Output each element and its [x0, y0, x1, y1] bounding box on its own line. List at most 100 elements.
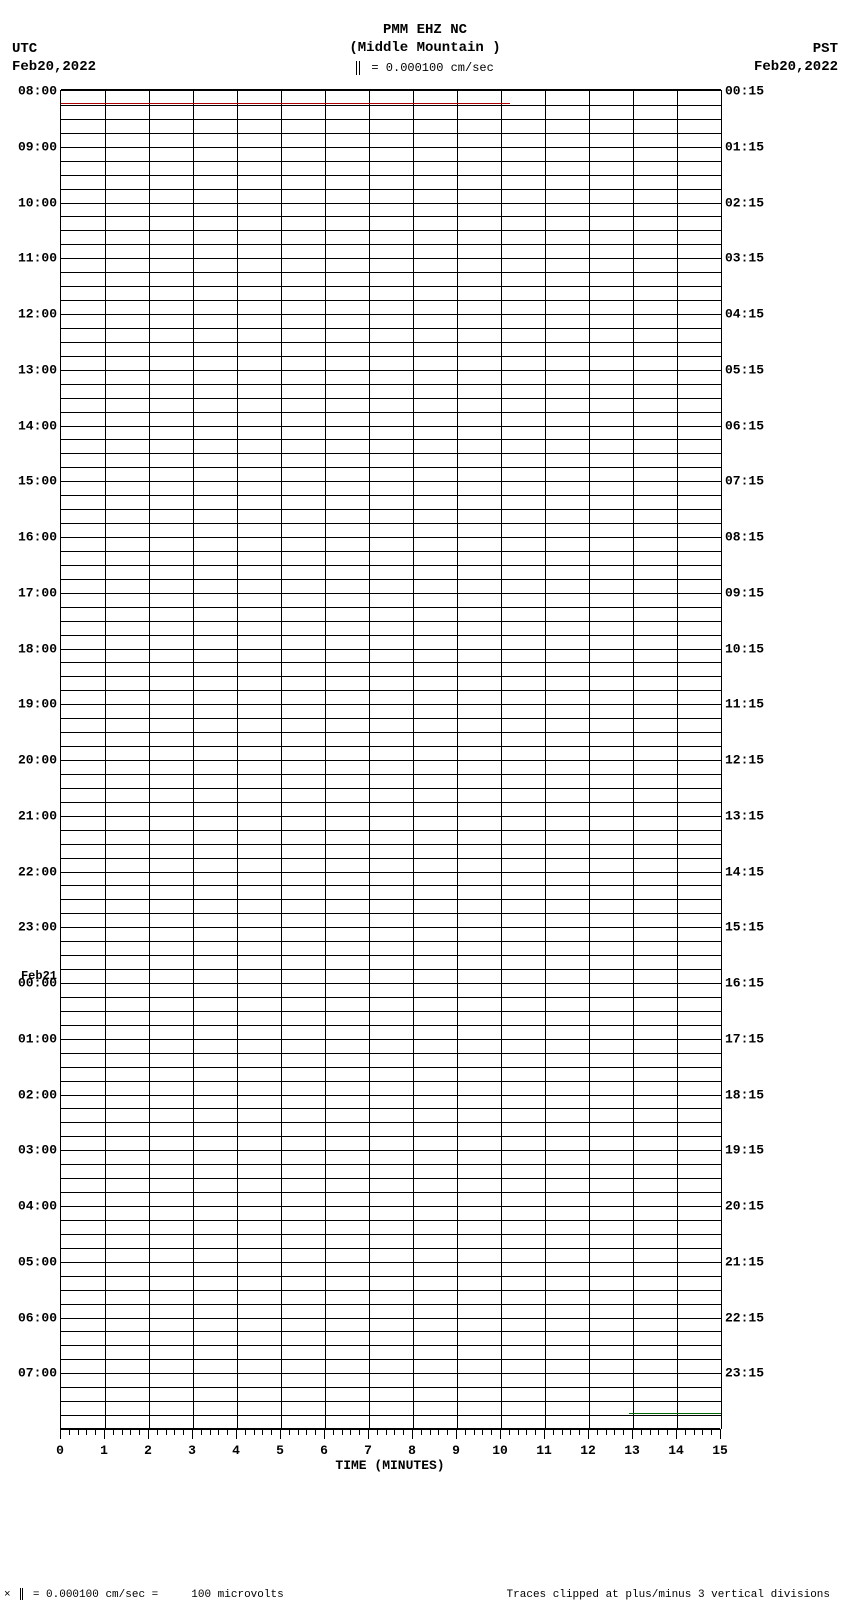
seismic-trace [61, 89, 721, 93]
x-major-tick [192, 1429, 193, 1439]
utc-label: 23:00 [11, 920, 57, 935]
grid-row [61, 1248, 721, 1249]
grid-row [61, 955, 721, 956]
grid-row [61, 147, 721, 148]
x-major-tick [500, 1429, 501, 1439]
grid-col [369, 91, 370, 1429]
grid-row [61, 1415, 721, 1416]
x-minor-tick [641, 1429, 642, 1435]
station-code: PMM EHZ NC [0, 22, 850, 40]
utc-label: 11:00 [11, 251, 57, 266]
grid-row [61, 1318, 721, 1319]
utc-label: 07:00 [11, 1366, 57, 1381]
x-tick-label: 13 [624, 1443, 640, 1458]
pst-label: 19:15 [725, 1143, 769, 1158]
x-minor-tick [386, 1429, 387, 1435]
grid-row [61, 927, 721, 928]
grid-row [61, 718, 721, 719]
grid-row [61, 537, 721, 538]
grid-row [61, 690, 721, 691]
x-minor-tick [447, 1429, 448, 1435]
utc-label: 03:00 [11, 1143, 57, 1158]
grid-row [61, 649, 721, 650]
x-major-tick [676, 1429, 677, 1439]
x-minor-tick [139, 1429, 140, 1435]
x-minor-tick [685, 1429, 686, 1435]
grid-row [61, 467, 721, 468]
grid-row [61, 161, 721, 162]
grid-col [149, 91, 150, 1429]
x-minor-tick [394, 1429, 395, 1435]
x-minor-tick [562, 1429, 563, 1435]
grid-row [61, 1025, 721, 1026]
x-minor-tick [430, 1429, 431, 1435]
grid-row [61, 426, 721, 427]
pst-label: 04:15 [725, 307, 769, 322]
x-minor-tick [315, 1429, 316, 1435]
grid-row [61, 899, 721, 900]
grid-row [61, 969, 721, 970]
utc-label: 06:00 [11, 1310, 57, 1325]
x-major-tick [368, 1429, 369, 1439]
x-minor-tick [403, 1429, 404, 1435]
x-major-tick [544, 1429, 545, 1439]
x-minor-tick [342, 1429, 343, 1435]
grid-row [61, 1206, 721, 1207]
x-minor-tick [130, 1429, 131, 1435]
grid-row [61, 189, 721, 190]
grid-row [61, 1304, 721, 1305]
x-minor-tick [526, 1429, 527, 1435]
utc-date-label: Feb21 [9, 969, 57, 983]
x-minor-tick [166, 1429, 167, 1435]
grid-row [61, 1150, 721, 1151]
grid-row [61, 328, 721, 329]
utc-label: 15:00 [11, 474, 57, 489]
x-minor-tick [210, 1429, 211, 1435]
title-block: PMM EHZ NC (Middle Mountain ) = 0.000100… [0, 22, 850, 76]
pst-label: 05:15 [725, 362, 769, 377]
pst-label: 00:15 [725, 84, 769, 99]
pst-label: 22:15 [725, 1310, 769, 1325]
grid-row [61, 314, 721, 315]
utc-label: 17:00 [11, 585, 57, 600]
x-tick-label: 3 [188, 1443, 196, 1458]
grid-row [61, 551, 721, 552]
grid-row [61, 495, 721, 496]
grid-row [61, 676, 721, 677]
x-major-tick [324, 1429, 325, 1439]
grid-row [61, 593, 721, 594]
utc-label: 02:00 [11, 1087, 57, 1102]
x-minor-tick [606, 1429, 607, 1435]
x-minor-tick [122, 1429, 123, 1435]
x-minor-tick [227, 1429, 228, 1435]
utc-label: 04:00 [11, 1199, 57, 1214]
grid-row [61, 983, 721, 984]
grid-row [61, 133, 721, 134]
pst-label: 12:15 [725, 753, 769, 768]
tz-left-block: UTC Feb20,2022 [12, 40, 96, 76]
pst-label: 10:15 [725, 641, 769, 656]
x-tick-label: 8 [408, 1443, 416, 1458]
x-minor-tick [306, 1429, 307, 1435]
grid-col [413, 91, 414, 1429]
x-tick-label: 7 [364, 1443, 372, 1458]
x-major-tick [60, 1429, 61, 1439]
x-tick-label: 15 [712, 1443, 728, 1458]
x-minor-tick [535, 1429, 536, 1435]
grid-row [61, 1387, 721, 1388]
x-minor-tick [491, 1429, 492, 1435]
pst-label: 03:15 [725, 251, 769, 266]
grid-row [61, 704, 721, 705]
x-minor-tick [711, 1429, 712, 1435]
x-minor-tick [694, 1429, 695, 1435]
footer-right: Traces clipped at plus/minus 3 vertical … [507, 1589, 830, 1601]
x-tick-label: 4 [232, 1443, 240, 1458]
x-minor-tick [86, 1429, 87, 1435]
grid-row [61, 439, 721, 440]
x-minor-tick [377, 1429, 378, 1435]
grid-row [61, 1122, 721, 1123]
tz-right-block: PST Feb20,2022 [754, 40, 838, 76]
x-major-tick [104, 1429, 105, 1439]
grid-row [61, 1345, 721, 1346]
x-minor-tick [245, 1429, 246, 1435]
